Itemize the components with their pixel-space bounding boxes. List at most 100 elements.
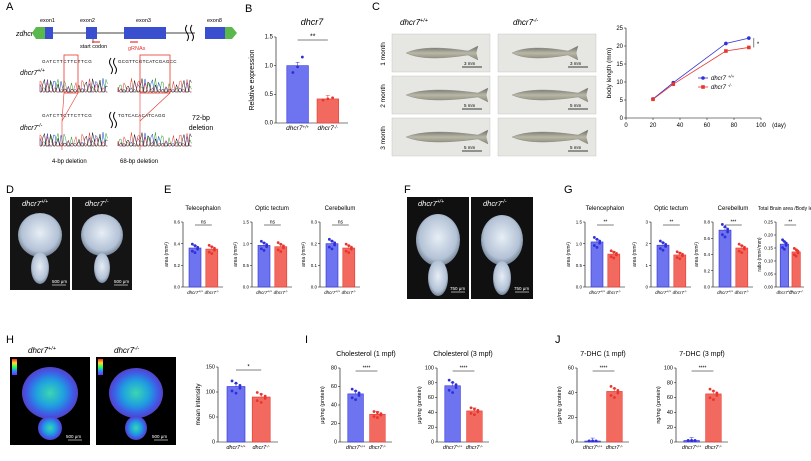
data-point bbox=[592, 244, 596, 247]
panel-label-f: F bbox=[404, 184, 411, 196]
y-tick-label: 0.1 bbox=[311, 263, 318, 268]
data-point bbox=[327, 237, 331, 241]
data-point bbox=[238, 386, 242, 390]
row-label-ko: dhcr7-/- bbox=[20, 123, 43, 132]
data-point bbox=[234, 391, 238, 395]
x-axis-label: (day) bbox=[772, 123, 786, 129]
data-point bbox=[210, 245, 214, 249]
y-tick-label: 0.2 bbox=[704, 268, 711, 273]
y-tick-label: 0.2 bbox=[174, 263, 181, 268]
chart-title: Cholesterol (3 mpf) bbox=[433, 351, 493, 358]
bar bbox=[286, 65, 309, 124]
series-point bbox=[747, 45, 751, 50]
data-point bbox=[276, 248, 280, 252]
data-point bbox=[708, 396, 712, 400]
y-tick-label: 0.00 bbox=[764, 285, 773, 290]
x-tick-label: dhcr7-/- bbox=[274, 290, 288, 296]
y-tick-label: 60 bbox=[667, 395, 673, 401]
y-axis-label: body length (mm) bbox=[606, 48, 613, 99]
panel-label-a: A bbox=[6, 1, 14, 13]
data-point bbox=[263, 394, 267, 398]
y-tick-label: 0.0 bbox=[576, 285, 583, 290]
chromatograms bbox=[39, 78, 192, 147]
y-tick-label: 40 bbox=[667, 410, 673, 416]
x-tick-label: dhcr7+/+ bbox=[286, 125, 309, 133]
x-tick-label: dhcr7+/+ bbox=[443, 445, 463, 452]
row-1-month: 1 month bbox=[380, 42, 387, 66]
bar bbox=[444, 385, 461, 443]
sig-label: * bbox=[247, 365, 250, 371]
data-point bbox=[296, 65, 299, 69]
data-point bbox=[616, 391, 620, 395]
data-point bbox=[784, 243, 788, 247]
data-point bbox=[357, 391, 361, 395]
data-point bbox=[193, 244, 197, 248]
sig-label: ns bbox=[201, 220, 207, 226]
chart-title: Optic tectum bbox=[654, 206, 688, 212]
chromatogram-trace bbox=[39, 132, 108, 147]
sig-label: ** bbox=[669, 220, 673, 226]
data-point bbox=[196, 245, 200, 249]
scale-bar-label: 5 mm bbox=[570, 103, 582, 108]
data-point bbox=[609, 384, 613, 388]
data-point bbox=[792, 246, 796, 250]
d-scale-1: 500 μm bbox=[52, 279, 67, 284]
f-scale-2: 750 μm bbox=[514, 286, 529, 291]
x-tick-label: dhcr7-/- bbox=[789, 290, 803, 296]
chart-title: Telecephalon bbox=[185, 206, 220, 212]
exon3-label: exon3 bbox=[136, 18, 151, 24]
data-point bbox=[259, 247, 263, 251]
chart-title: Telencephalon bbox=[586, 206, 625, 212]
data-point bbox=[372, 415, 376, 418]
data-point bbox=[282, 246, 285, 250]
y-axis-label: μg/mg (protein) bbox=[320, 386, 326, 424]
data-point bbox=[595, 245, 599, 249]
chart-G-total-brain-area-body-length: Total Brain area /Body length 0.00 0.05 0.1… bbox=[757, 206, 811, 295]
data-point bbox=[616, 389, 620, 392]
y-tick-label: 100 bbox=[664, 366, 673, 372]
exon1-label: exon1 bbox=[40, 18, 55, 24]
chromatogram-trace bbox=[117, 132, 192, 147]
x-tick-label: dhcr7-/- bbox=[673, 290, 687, 296]
chromatogram-trace bbox=[117, 78, 192, 93]
data-point bbox=[190, 249, 194, 253]
scale-bar-label: 5 mm bbox=[570, 145, 582, 150]
panel-label-g: G bbox=[564, 184, 573, 196]
chart-E-telecephalon: Telecephalon 0.0 0.2 0.4 0.6 area (mm²) dhcr7+… bbox=[164, 206, 223, 295]
chart-B-dhcr7: dhcr7 0.0 0.5 1.0 1.5 Relative expression dhcr… bbox=[249, 17, 348, 132]
row-2-month: 2 month bbox=[380, 84, 387, 108]
sig-label: **** bbox=[460, 366, 468, 372]
data-point bbox=[263, 396, 267, 400]
data-point bbox=[376, 416, 379, 419]
y-tick-label: 0.8 bbox=[704, 220, 711, 225]
y-tick-label: 80 bbox=[667, 380, 673, 386]
data-point bbox=[347, 244, 351, 248]
d-label-ko: dhcr7-/- bbox=[85, 199, 109, 208]
data-point bbox=[661, 248, 665, 252]
y-tick-label: 150 bbox=[206, 365, 215, 371]
scale-bar-label: 3 mm bbox=[570, 61, 582, 66]
chart-G-optic-tectum: Optic tectum 0 1 2 3 area (mm²) dhcr7+/+ dhcr7-… bbox=[632, 206, 691, 295]
y-tick-label: 0.25 bbox=[764, 220, 773, 225]
data-point bbox=[265, 245, 269, 249]
x-tick-label: dhcr7+/+ bbox=[717, 290, 733, 296]
data-point bbox=[354, 389, 357, 393]
y-tick-label: 20 bbox=[428, 425, 434, 431]
data-point bbox=[784, 241, 788, 245]
x-tick-label: dhcr7+/+ bbox=[226, 445, 246, 452]
y-tick-label: 0 bbox=[212, 440, 215, 446]
data-point bbox=[678, 251, 682, 255]
y-tick-label: 0.3 bbox=[311, 220, 318, 225]
deletion-72bp-label: 72-bp bbox=[192, 115, 210, 122]
chart-title: Total Brain area /Body length bbox=[758, 206, 811, 212]
chart-E-cerebellum: Cerebellum 0.0 0.1 0.2 0.3 area (mm²) dhcr7+/+… bbox=[301, 206, 360, 295]
data-point bbox=[720, 223, 724, 226]
data-point bbox=[726, 227, 730, 231]
y-tick-label: 40 bbox=[568, 390, 574, 396]
d-label-wt: dhcr7+/+ bbox=[22, 199, 48, 208]
data-point bbox=[781, 238, 784, 242]
seq-wt-left: GATCTTCTTCTTCG bbox=[42, 59, 92, 64]
y-tick-label: 100 bbox=[425, 366, 434, 372]
data-point bbox=[473, 407, 476, 411]
data-point bbox=[344, 249, 348, 253]
